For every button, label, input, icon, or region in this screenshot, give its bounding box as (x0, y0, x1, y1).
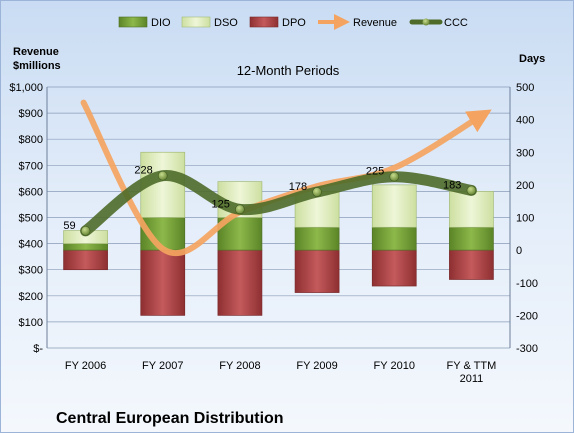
left-tick-label: $100 (19, 317, 43, 329)
legend-label-dso: DSO (214, 17, 238, 29)
bar-dpo (294, 249, 340, 293)
right-tick-label: 400 (516, 115, 534, 127)
x-tick-label: FY 2007 (142, 360, 183, 372)
legend: DIO DSO DPO Revenue CCC (118, 14, 468, 30)
legend-label-ccc: CCC (444, 17, 468, 29)
bar-dso (371, 184, 417, 228)
legend-item-revenue: Revenue (318, 14, 397, 30)
left-axis-title-line2: $millions (13, 60, 61, 72)
right-tick-label: 100 (516, 213, 534, 225)
right-tick-label: -300 (516, 343, 538, 355)
ccc-data-label: 59 (63, 220, 75, 232)
legend-label-dio: DIO (151, 17, 171, 29)
legend-item-dio: DIO (118, 16, 171, 29)
legend-item-dpo: DPO (249, 16, 306, 29)
bar-dio (294, 226, 340, 251)
left-tick-label: $- (33, 343, 43, 355)
bar-dio (63, 243, 108, 251)
bar-dio (449, 226, 494, 251)
x-tick-label: FY 2010 (374, 360, 415, 372)
left-tick-label: $200 (19, 291, 43, 303)
ccc-data-label: 225 (366, 166, 384, 178)
left-tick-label: $700 (19, 160, 43, 172)
ccc-point (312, 187, 322, 197)
x-tick-label: FY 2008 (219, 360, 260, 372)
bar-dpo (449, 249, 494, 280)
bar-dpo (63, 249, 108, 271)
left-tick-label: $600 (19, 186, 43, 198)
ccc-point (80, 226, 91, 236)
left-tick-label: $300 (19, 265, 43, 277)
x-tick-label: FY 2009 (296, 360, 337, 372)
ccc-data-label: 178 (289, 181, 307, 193)
right-tick-label: 200 (516, 180, 534, 192)
bar-dpo (371, 249, 417, 287)
left-tick-label: $800 (19, 134, 43, 146)
chart-footer-title: Central European Distribution (56, 410, 284, 427)
x-tick-label: FY & TTM (447, 360, 497, 372)
gridlines (47, 86, 510, 349)
left-tick-label: $500 (19, 213, 43, 225)
x-tick-label: FY 2006 (65, 360, 106, 372)
legend-item-dso: DSO (181, 16, 238, 29)
legend-item-ccc: CCC (409, 17, 468, 29)
right-tick-label: 500 (516, 82, 534, 94)
right-tick-label: 0 (516, 245, 522, 257)
plot-area: $- $100 $200 $300 $400 $500 $600 $700 $800 $900 $1… (9, 82, 538, 385)
right-tick-label: -100 (516, 278, 538, 290)
left-axis-title-line1: Revenue (13, 46, 59, 58)
bar-dio (371, 226, 417, 251)
right-tick-label: 300 (516, 147, 534, 159)
legend-label-dpo: DPO (282, 17, 306, 29)
chart-subtitle: 12-Month Periods (237, 63, 340, 78)
ccc-point (157, 170, 168, 181)
right-tick-label: -200 (516, 310, 538, 322)
right-axis-title: Days (519, 53, 545, 65)
ccc-data-label: 183 (443, 179, 461, 191)
bar-dpo (217, 249, 263, 316)
ccc-data-label: 125 (212, 198, 230, 210)
ccc-point (466, 185, 477, 196)
ccc-point (389, 171, 400, 182)
left-tick-label: $1,000 (9, 82, 43, 94)
x-tick-label: 2011 (460, 373, 484, 385)
ccc-data-label: 228 (134, 165, 152, 177)
ccc-point (235, 204, 245, 215)
bar-dpo (140, 249, 186, 316)
left-tick-label: $400 (19, 239, 43, 251)
left-tick-label: $900 (19, 108, 43, 120)
bar-dso (449, 191, 494, 228)
legend-label-revenue: Revenue (353, 17, 397, 29)
